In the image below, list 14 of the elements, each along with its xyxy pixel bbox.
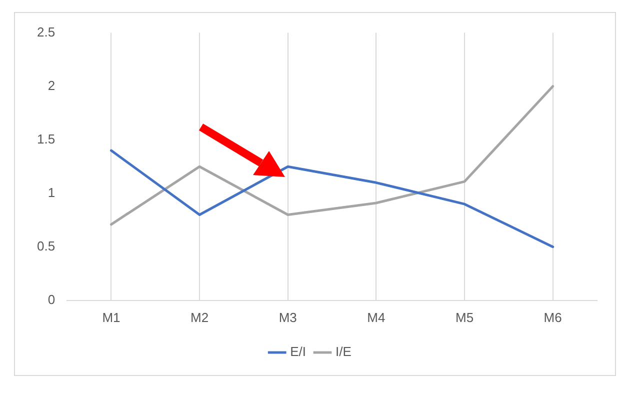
x-tick-label: M4	[367, 310, 386, 325]
legend-label: I/E	[336, 344, 352, 360]
x-tick-label: M3	[278, 310, 297, 325]
y-tick-label: 1.5	[36, 131, 56, 146]
x-tick-label: M6	[544, 310, 562, 325]
x-tick-label: M2	[190, 310, 209, 325]
y-tick-label: 0	[48, 292, 56, 307]
y-tick-label: 1	[48, 184, 56, 200]
x-tick-label: M5	[455, 310, 474, 325]
legend-label: E/I	[290, 344, 306, 360]
y-tick-label: 2.5	[36, 24, 56, 40]
y-tick-label: 0.5	[36, 238, 56, 254]
y-tick-label: 2	[48, 78, 56, 93]
x-tick-label: M1	[102, 310, 120, 325]
